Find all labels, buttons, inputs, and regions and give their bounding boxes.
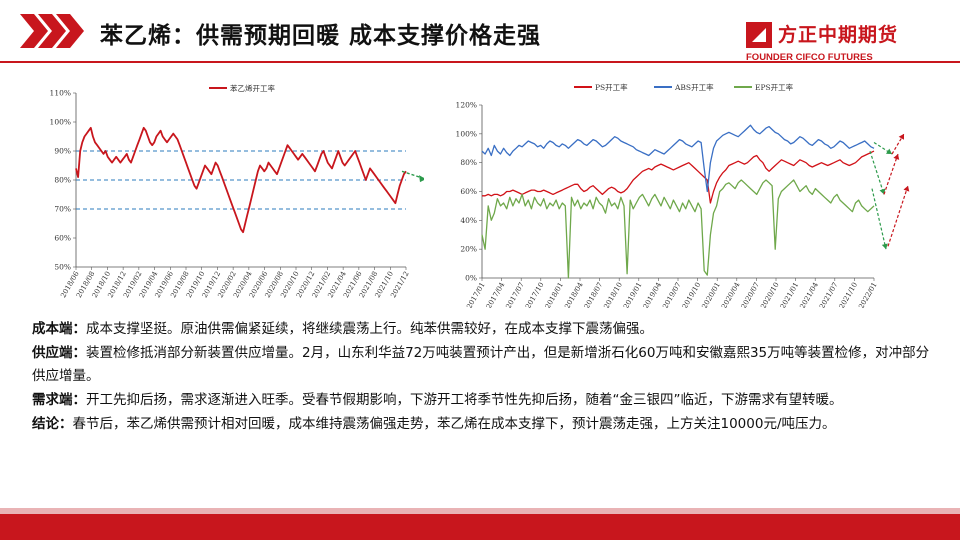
forecast-arrow-head — [419, 175, 424, 183]
x-tick-label: 2019/04 — [642, 281, 664, 308]
styrene-operating-rate-chart: 110%100%90%80%70%60%50%2018/062018/08201… — [50, 83, 424, 299]
x-tick-label: 2018/01 — [544, 281, 565, 308]
supply-text: 装置检修抵消部分新装置供应增量。2月，山东利华益72万吨装置预计产出，但是新增浙… — [32, 345, 930, 384]
x-tick-label: 2017/01 — [465, 281, 486, 308]
y-tick-label: 120% — [456, 101, 477, 110]
series-line — [481, 179, 875, 279]
y-tick-label: 70% — [54, 205, 71, 214]
abs-forecast-up-arrow — [891, 133, 905, 155]
y-tick-label: 40% — [460, 216, 477, 225]
eps-forecast-down-arrow-head — [881, 243, 888, 250]
x-tick-label: 2020/04 — [720, 281, 742, 308]
x-tick-label: 2020/01 — [700, 281, 721, 308]
x-tick-label: 2022/01 — [857, 281, 878, 308]
y-tick-label: 80% — [54, 176, 71, 185]
x-tick-label: 2018/10 — [602, 281, 623, 308]
header-rule — [0, 61, 960, 63]
conclusion-label: 结论： — [32, 416, 73, 432]
ps-forecast-up-arrow — [883, 153, 899, 195]
x-tick-label: 2017/10 — [524, 281, 545, 308]
cost-text: 成本支撑坚挺。原油供需偏紧延续，将继续震荡上行。纯苯供需较好，在成本支撑下震荡偏… — [86, 321, 653, 337]
logo-english-name: FOUNDER CIFCO FUTURES — [746, 52, 873, 63]
series-line — [75, 126, 407, 234]
legend-label: ABS开工率 — [674, 82, 714, 92]
page-title: 苯乙烯：供需预期回暖 成本支撑价格走强 — [100, 23, 542, 49]
series-line — [482, 150, 875, 204]
x-tick-label: 2019/07 — [661, 281, 682, 308]
x-tick-label: 2021/04 — [798, 281, 820, 308]
legend-label: 苯乙烯开工率 — [230, 83, 275, 93]
supply-label: 供应端： — [32, 345, 86, 361]
y-tick-label: 20% — [460, 245, 477, 254]
x-tick-label: 2018/04 — [563, 281, 585, 308]
logo-chinese-name: 方正中期期货 — [778, 24, 899, 46]
cost-label: 成本端： — [32, 321, 86, 337]
y-tick-label: 80% — [460, 158, 477, 167]
x-tick-label: 2017/07 — [504, 281, 525, 308]
x-tick-label: 2019/01 — [622, 281, 643, 308]
ps-forecast-up-arrow-head — [893, 154, 900, 160]
y-tick-label: 0% — [465, 274, 477, 283]
x-tick-label: 2021/01 — [779, 281, 800, 308]
founder-logo-icon — [746, 22, 772, 48]
company-logo: 方正中期期货 FOUNDER CIFCO FUTURES — [746, 18, 946, 66]
legend-label: EPS开工率 — [755, 82, 794, 92]
conclusion-text: 春节后，苯乙烯供需预计相对回暖，成本维持震荡偏强走势，苯乙烯在成本支撑下，预计震… — [72, 416, 836, 432]
y-tick-label: 60% — [54, 234, 71, 243]
demand-paragraph: 需求端：开工先抑后扬，需求逐渐进入旺季。受春节假期影响，下游开工将季节性先抑后扬… — [32, 389, 932, 412]
abs-forecast-up-arrow-head — [898, 133, 904, 140]
series-line — [481, 124, 875, 193]
y-tick-label: 100% — [50, 118, 71, 127]
forecast-arrow — [401, 170, 424, 180]
supply-paragraph: 供应端：装置检修抵消部分新装置供应增量。2月，山东利华益72万吨装置预计产出，但… — [32, 342, 932, 388]
x-tick-label: 2017/04 — [485, 281, 507, 308]
y-tick-label: 100% — [456, 129, 477, 138]
eps-forecast-down-arrow — [871, 188, 887, 250]
footer-bar — [0, 514, 960, 540]
y-tick-label: 60% — [460, 187, 477, 196]
legend-label: PS开工率 — [595, 82, 628, 92]
x-tick-label: 2020/10 — [759, 281, 780, 308]
y-tick-label: 110% — [50, 89, 71, 98]
cost-paragraph: 成本端：成本支撑坚挺。原油供需偏紧延续，将继续震荡上行。纯苯供需较好，在成本支撑… — [32, 318, 932, 341]
y-tick-label: 50% — [54, 263, 71, 272]
analysis-text: 成本端：成本支撑坚挺。原油供需偏紧延续，将继续震荡上行。纯苯供需较好，在成本支撑… — [32, 318, 932, 437]
ps-forecast-down-arrow — [869, 150, 885, 195]
conclusion-paragraph: 结论：春节后，苯乙烯供需预计相对回暖，成本维持震荡偏强走势，苯乙烯在成本支撑下，… — [32, 413, 932, 436]
x-tick-label: 2019/10 — [681, 281, 702, 308]
y-tick-label: 90% — [54, 147, 71, 156]
footer-stripe — [0, 508, 960, 514]
x-tick-label: 2021/10 — [838, 281, 859, 308]
x-tick-label: 2020/07 — [740, 281, 761, 308]
x-tick-label: 2021/07 — [818, 281, 839, 308]
demand-text: 开工先抑后扬，需求逐渐进入旺季。受春节假期影响，下游开工将季节性先抑后扬，随着“… — [86, 392, 843, 408]
x-tick-label: 2018/07 — [583, 281, 604, 308]
downstream-operating-rate-chart: 120%100%80%60%40%20%0%2017/012017/042017… — [456, 82, 910, 308]
chevron-arrows-icon — [20, 14, 84, 48]
eps-forecast-up-arrow-head — [903, 185, 910, 192]
abs-forecast-down-arrow-head — [886, 148, 892, 155]
eps-forecast-up-arrow — [887, 185, 909, 247]
demand-label: 需求端： — [32, 392, 86, 408]
